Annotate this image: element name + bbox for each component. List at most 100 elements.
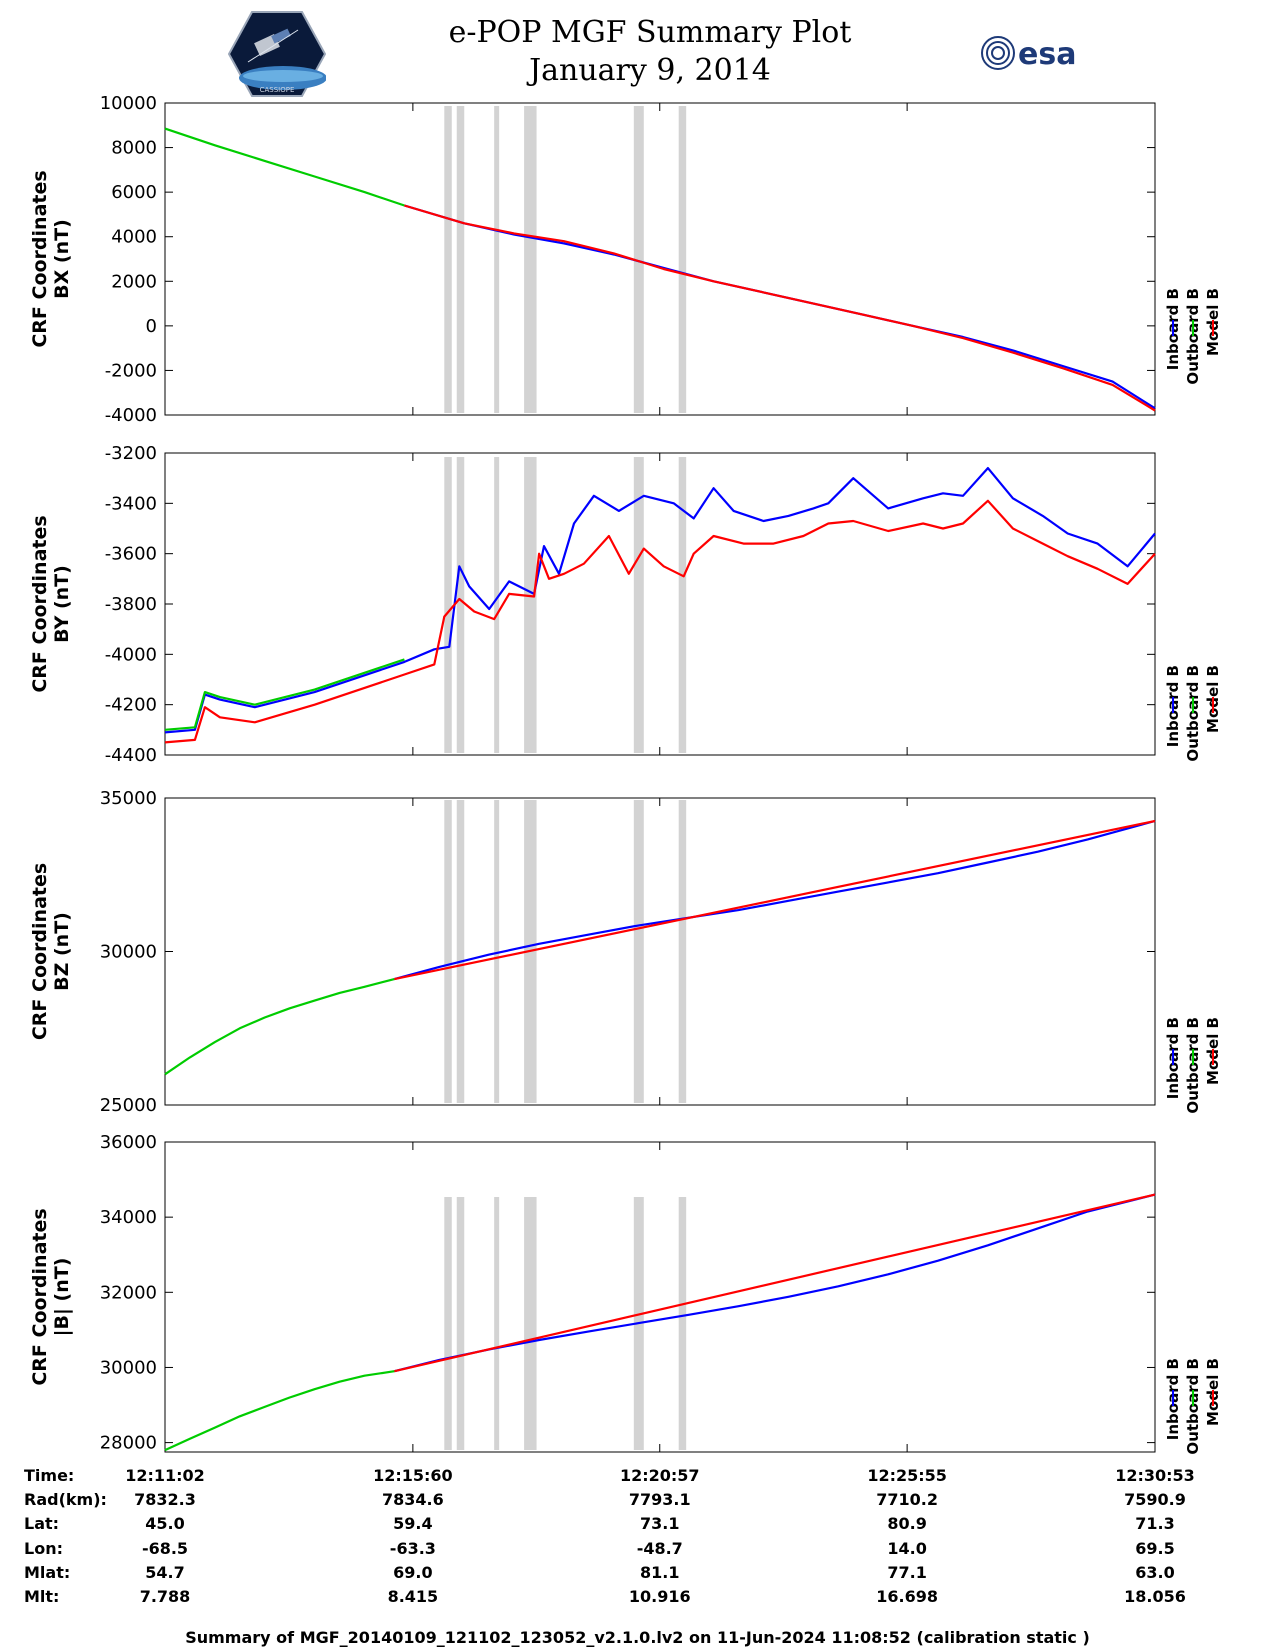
ephemeris-value: 8.415 bbox=[388, 1587, 439, 1606]
data-gap-band bbox=[494, 106, 500, 413]
series-line-outboard-b bbox=[164, 1370, 395, 1452]
ephemeris-value: 7590.9 bbox=[1124, 1490, 1186, 1509]
y-tick-label: 28000 bbox=[100, 1433, 157, 1454]
y-axis-label: CRF Coordinates bbox=[29, 863, 51, 1040]
panel-2: -3200 -3400 -3600 -3800 -4000 -4200 -4400 CRF C… bbox=[29, 443, 1222, 766]
y-tick-label: -4400 bbox=[105, 745, 157, 766]
y-axis-label: CRF Coordinates bbox=[29, 515, 51, 692]
ephemeris-value: 7834.6 bbox=[382, 1490, 444, 1509]
data-gap-band bbox=[678, 800, 687, 1103]
ephemeris-value: -48.7 bbox=[637, 1539, 683, 1558]
y-tick-label: 32000 bbox=[100, 1282, 157, 1303]
data-gap-band bbox=[494, 457, 500, 753]
legend-entry: Outboard B bbox=[1184, 1358, 1202, 1455]
data-gap-band bbox=[633, 800, 644, 1103]
y-axis-label: BY (nT) bbox=[51, 565, 73, 643]
ephemeris-value: 77.1 bbox=[887, 1563, 926, 1582]
data-gap-band bbox=[524, 457, 537, 753]
data-gap-band bbox=[494, 800, 500, 1103]
ephemeris-row-label: Rad(km): bbox=[24, 1490, 107, 1509]
ephemeris-value: 69.0 bbox=[393, 1563, 432, 1582]
y-axis-label: CRF Coordinates bbox=[29, 1208, 51, 1385]
data-gap-band bbox=[444, 1197, 452, 1450]
y-tick-label: 2000 bbox=[111, 271, 157, 292]
data-gap-band bbox=[456, 457, 465, 753]
y-tick-label: 30000 bbox=[100, 1357, 157, 1378]
ephemeris-value: 7710.2 bbox=[876, 1490, 938, 1509]
data-gap-band bbox=[456, 106, 465, 413]
data-gap-band bbox=[633, 106, 644, 413]
plot-title-block: e-POP MGF Summary Plot January 9, 2014 bbox=[400, 14, 900, 90]
series-line-inboard-b bbox=[394, 1193, 1156, 1373]
legend-entry: Outboard B bbox=[1184, 1017, 1202, 1114]
y-tick-label: 30000 bbox=[100, 942, 157, 963]
plot-frame bbox=[164, 797, 1156, 1106]
y-tick-label: -4200 bbox=[105, 695, 157, 716]
ephemeris-value: 7832.3 bbox=[134, 1490, 196, 1509]
ephemeris-table: Time: Rad(km): Lat: Lon: Mlat: Mlt: 12:11:02 78… bbox=[24, 1466, 1195, 1606]
ephemeris-row-label: Lon: bbox=[24, 1539, 63, 1558]
ephemeris-value: 73.1 bbox=[640, 1514, 679, 1533]
data-gap-band bbox=[444, 106, 452, 413]
ephemeris-row-label: Lat: bbox=[24, 1514, 59, 1533]
plot-frame bbox=[164, 102, 1156, 416]
esa-logo-text: esa bbox=[1018, 37, 1076, 72]
y-tick-label: 25000 bbox=[100, 1095, 157, 1116]
y-tick-label: -3400 bbox=[105, 493, 157, 514]
data-gap-band bbox=[456, 800, 465, 1103]
ephemeris-row-label: Time: bbox=[24, 1466, 74, 1485]
y-tick-label: -3800 bbox=[105, 594, 157, 615]
plot-title: e-POP MGF Summary Plot bbox=[448, 15, 852, 50]
y-tick-label: -4000 bbox=[105, 644, 157, 665]
ephemeris-row-label: Mlt: bbox=[24, 1587, 59, 1606]
data-gap-band bbox=[444, 457, 452, 753]
ephemeris-value: 69.5 bbox=[1135, 1539, 1174, 1558]
ephemeris-value: 59.4 bbox=[393, 1514, 432, 1533]
series-line-outboard-b bbox=[164, 127, 405, 207]
ephemeris-value: 63.0 bbox=[1135, 1563, 1174, 1582]
y-axis-label: BX (nT) bbox=[51, 219, 73, 299]
data-gap-band bbox=[678, 457, 687, 753]
y-tick-label: 4000 bbox=[111, 227, 157, 248]
y-tick-label: -3600 bbox=[105, 544, 157, 565]
y-tick-label: 8000 bbox=[111, 138, 157, 159]
legend-entry: Outboard B bbox=[1184, 288, 1202, 385]
ephemeris-value: 7.788 bbox=[140, 1587, 191, 1606]
series-line-inboard-b bbox=[164, 467, 1156, 734]
y-axis-label: CRF Coordinates bbox=[29, 170, 51, 347]
data-gap-band bbox=[678, 106, 687, 413]
series-line-inboard-b bbox=[394, 819, 1156, 981]
y-tick-label: 6000 bbox=[111, 182, 157, 203]
y-axis-label: |B| (nT) bbox=[51, 1258, 73, 1337]
legend-entry: Outboard B bbox=[1184, 665, 1202, 762]
cassiope-logo: CASSIOPE bbox=[228, 11, 326, 97]
y-tick-label: 34000 bbox=[100, 1207, 157, 1228]
y-axis-label: BZ (nT) bbox=[51, 912, 73, 991]
ephemeris-value: 12:11:02 bbox=[125, 1466, 205, 1485]
ephemeris-value: 16.698 bbox=[876, 1587, 938, 1606]
plot-frame bbox=[164, 452, 1156, 756]
ephemeris-value: 12:25:55 bbox=[867, 1466, 947, 1485]
data-gap-band bbox=[524, 106, 537, 413]
series-line-outboard-b bbox=[164, 978, 395, 1076]
ephemeris-value: 14.0 bbox=[887, 1539, 926, 1558]
y-tick-label: 0 bbox=[146, 316, 157, 337]
series-line-model-b bbox=[394, 819, 1156, 981]
y-tick-label: 10000 bbox=[100, 93, 157, 114]
y-tick-label: 36000 bbox=[100, 1132, 157, 1153]
ephemeris-value: 80.9 bbox=[887, 1514, 926, 1533]
footer-summary: Summary of MGF_20140109_121102_123052_v2… bbox=[185, 1628, 1090, 1647]
data-gap-band bbox=[456, 1197, 465, 1450]
ephemeris-value: 18.056 bbox=[1124, 1587, 1186, 1606]
panel-1: 10000 8000 6000 4000 2000 0 -2000 -4000 CRF Coor… bbox=[29, 93, 1222, 426]
ephemeris-row-label: Mlat: bbox=[24, 1563, 70, 1582]
panel-4: 36000 34000 32000 30000 28000 CRF Coordinates… bbox=[29, 1132, 1222, 1455]
ephemeris-value: 12:20:57 bbox=[620, 1466, 700, 1485]
plot-date: January 9, 2014 bbox=[529, 53, 771, 88]
ephemeris-value: 81.1 bbox=[640, 1563, 679, 1582]
ephemeris-value: 71.3 bbox=[1135, 1514, 1174, 1533]
data-gap-band bbox=[633, 457, 644, 753]
ephemeris-value: 54.7 bbox=[145, 1563, 184, 1582]
